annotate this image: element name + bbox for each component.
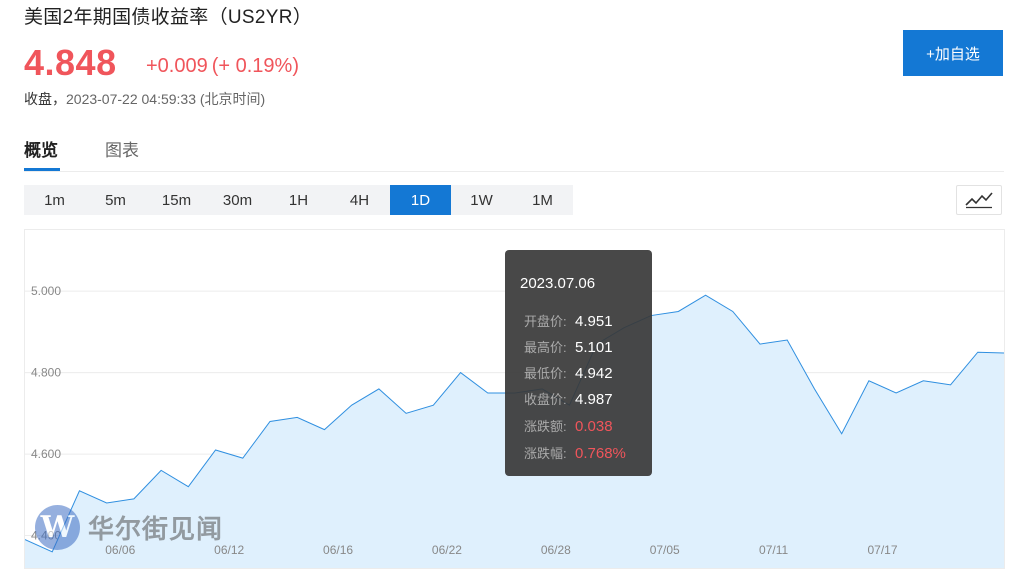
add-watchlist-button[interactable]: +加自选 <box>903 30 1003 76</box>
tooltip-key: 收盘价: <box>524 392 567 407</box>
tooltip-row-open: 开盘价: 4.951 <box>524 311 613 330</box>
tooltip-row-high: 最高价: 5.101 <box>524 337 613 356</box>
tooltip-row-change: 涨跌额: 0.038 <box>524 416 613 435</box>
y-tick-label: 4.800 <box>31 366 61 380</box>
period-4h[interactable]: 4H <box>349 191 370 209</box>
tooltip-key: 涨跌幅: <box>524 446 567 461</box>
close-label: 收盘， <box>24 91 66 107</box>
y-tick-label: 4.600 <box>31 447 61 461</box>
tooltip-value: 0.768% <box>575 445 626 462</box>
period-5m[interactable]: 5m <box>105 191 126 209</box>
x-tick-label: 07/11 <box>759 543 788 557</box>
x-tick-label: 06/16 <box>323 543 353 557</box>
line-chart-icon[interactable] <box>956 185 1002 215</box>
period-30m[interactable]: 30m <box>222 191 253 209</box>
tab-overview[interactable]: 概览 <box>24 141 58 160</box>
x-tick-label: 06/06 <box>105 543 135 557</box>
y-tick-label: 5.000 <box>31 284 61 298</box>
tab-bar: 概览 图表 <box>24 128 1004 172</box>
change-percent: (+ 0.19%) <box>211 55 299 77</box>
active-tab-indicator <box>24 168 60 171</box>
price-change: +0.009 (+ 0.19%) <box>146 55 303 78</box>
tooltip-key: 最高价: <box>524 340 567 355</box>
data-tooltip: 2023.07.06 开盘价: 4.951 最高价: 5.101 最低价: 4.942… <box>505 250 652 476</box>
period-1h[interactable]: 1H <box>288 191 309 209</box>
tooltip-key: 涨跌额: <box>524 419 567 434</box>
period-1mo[interactable]: 1M <box>532 191 553 209</box>
tooltip-key: 最低价: <box>524 366 567 381</box>
period-1d[interactable]: 1D <box>390 185 451 215</box>
watermark: W 华尔街见闻 <box>35 505 223 550</box>
tab-chart[interactable]: 图表 <box>105 141 139 160</box>
period-selector: 1m 5m 15m 30m 1H 4H 1D 1W 1M <box>24 185 573 215</box>
current-price: 4.848 <box>24 42 117 83</box>
tooltip-value: 4.951 <box>575 313 613 330</box>
period-1m[interactable]: 1m <box>44 191 65 209</box>
tooltip-row-close: 收盘价: 4.987 <box>524 389 613 408</box>
change-value: +0.009 <box>146 55 208 77</box>
tooltip-date: 2023.07.06 <box>520 275 596 292</box>
tooltip-value: 5.101 <box>575 339 613 356</box>
tooltip-value: 4.942 <box>575 365 613 382</box>
x-tick-label: 07/05 <box>650 543 680 557</box>
tooltip-key: 开盘价: <box>524 314 567 329</box>
x-tick-label: 06/28 <box>541 543 571 557</box>
close-info: 收盘，2023-07-22 04:59:33 (北京时间) <box>24 89 265 109</box>
tooltip-value: 0.038 <box>575 418 613 435</box>
period-15m[interactable]: 15m <box>161 191 192 209</box>
watermark-text: 华尔街见闻 <box>88 515 224 545</box>
tooltip-row-low: 最低价: 4.942 <box>524 363 613 382</box>
period-1w[interactable]: 1W <box>470 191 493 209</box>
watermark-logo: W <box>35 505 80 550</box>
x-tick-label: 07/17 <box>867 543 897 557</box>
x-tick-label: 06/22 <box>432 543 462 557</box>
x-tick-label: 06/12 <box>214 543 244 557</box>
page-title: 美国2年期国债收益率（US2YR） <box>24 7 313 28</box>
close-time: 2023-07-22 04:59:33 (北京时间) <box>66 91 266 107</box>
tooltip-row-change-pct: 涨跌幅: 0.768% <box>524 443 626 462</box>
tooltip-value: 4.987 <box>575 391 613 408</box>
